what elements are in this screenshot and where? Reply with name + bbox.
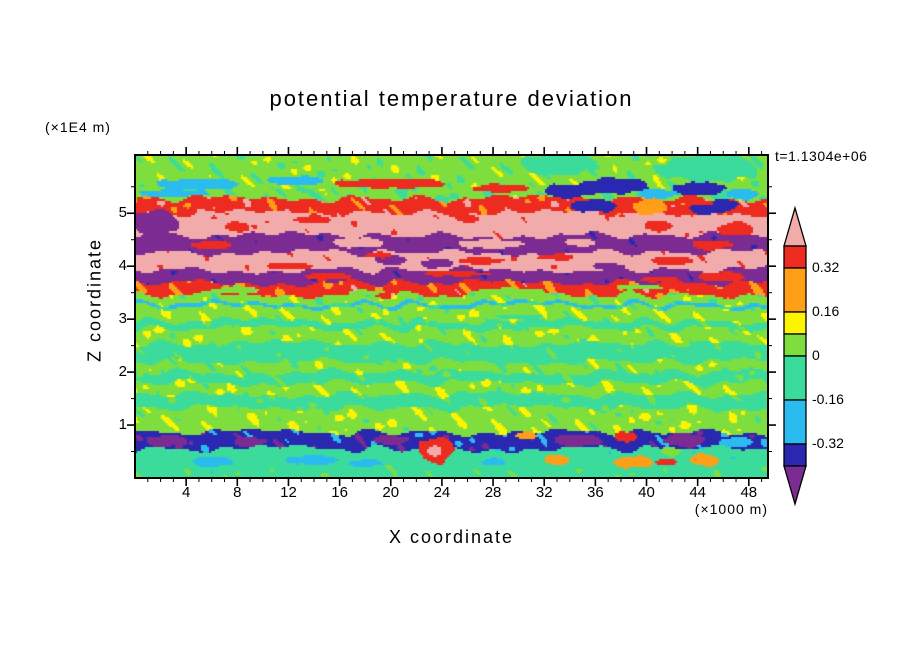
colorbar-segment — [783, 267, 807, 313]
x-tick-label: 48 — [740, 484, 758, 501]
x-tick-label: 40 — [638, 484, 655, 501]
colorbar-top-arrow — [783, 205, 807, 247]
colorbar-segment — [783, 355, 807, 401]
colorbar-tick-label: 0.32 — [812, 259, 840, 275]
time-label: t=1.1304e+06 — [775, 148, 868, 164]
z-axis-unit: (×1E4 m) — [45, 119, 111, 135]
colorbar-segment — [783, 333, 807, 357]
colorbar-tick-label: 0.16 — [812, 303, 840, 319]
z-tick-label: 1 — [118, 416, 127, 434]
x-tick-label: 4 — [181, 484, 191, 501]
z-tick-label: 5 — [118, 204, 127, 222]
colorbar-tick-label: -0.32 — [812, 435, 844, 451]
colorbar-bottom-arrow — [783, 465, 807, 507]
x-tick-label: 20 — [382, 484, 400, 501]
x-tick-label: 12 — [280, 484, 297, 501]
colorbar-tick-label: 0 — [812, 347, 820, 363]
x-tick-label: 16 — [331, 484, 348, 501]
z-tick-label: 4 — [118, 257, 127, 275]
x-axis-label: X coordinate — [388, 527, 515, 547]
x-tick-label: 28 — [484, 484, 502, 501]
x-tick-label: 24 — [433, 484, 451, 501]
colorbar-tick-label: -0.16 — [812, 391, 844, 407]
z-tick-label: 2 — [118, 363, 127, 381]
colorbar-segment — [783, 311, 807, 335]
x-tick-label: 32 — [535, 484, 553, 501]
colorbar-segment — [783, 443, 807, 467]
plot-title: potential temperature deviation — [269, 86, 634, 111]
z-tick-label: 3 — [118, 310, 127, 328]
colorbar-segment — [783, 245, 807, 269]
x-tick-label: 8 — [233, 484, 242, 501]
x-tick-label: 36 — [587, 484, 604, 501]
plot-frame — [134, 154, 769, 479]
colorbar-segment — [783, 399, 807, 445]
contour-field-canvas — [135, 155, 768, 478]
x-axis-unit: (×1000 m) — [694, 501, 768, 517]
x-tick-label: 44 — [689, 484, 706, 501]
